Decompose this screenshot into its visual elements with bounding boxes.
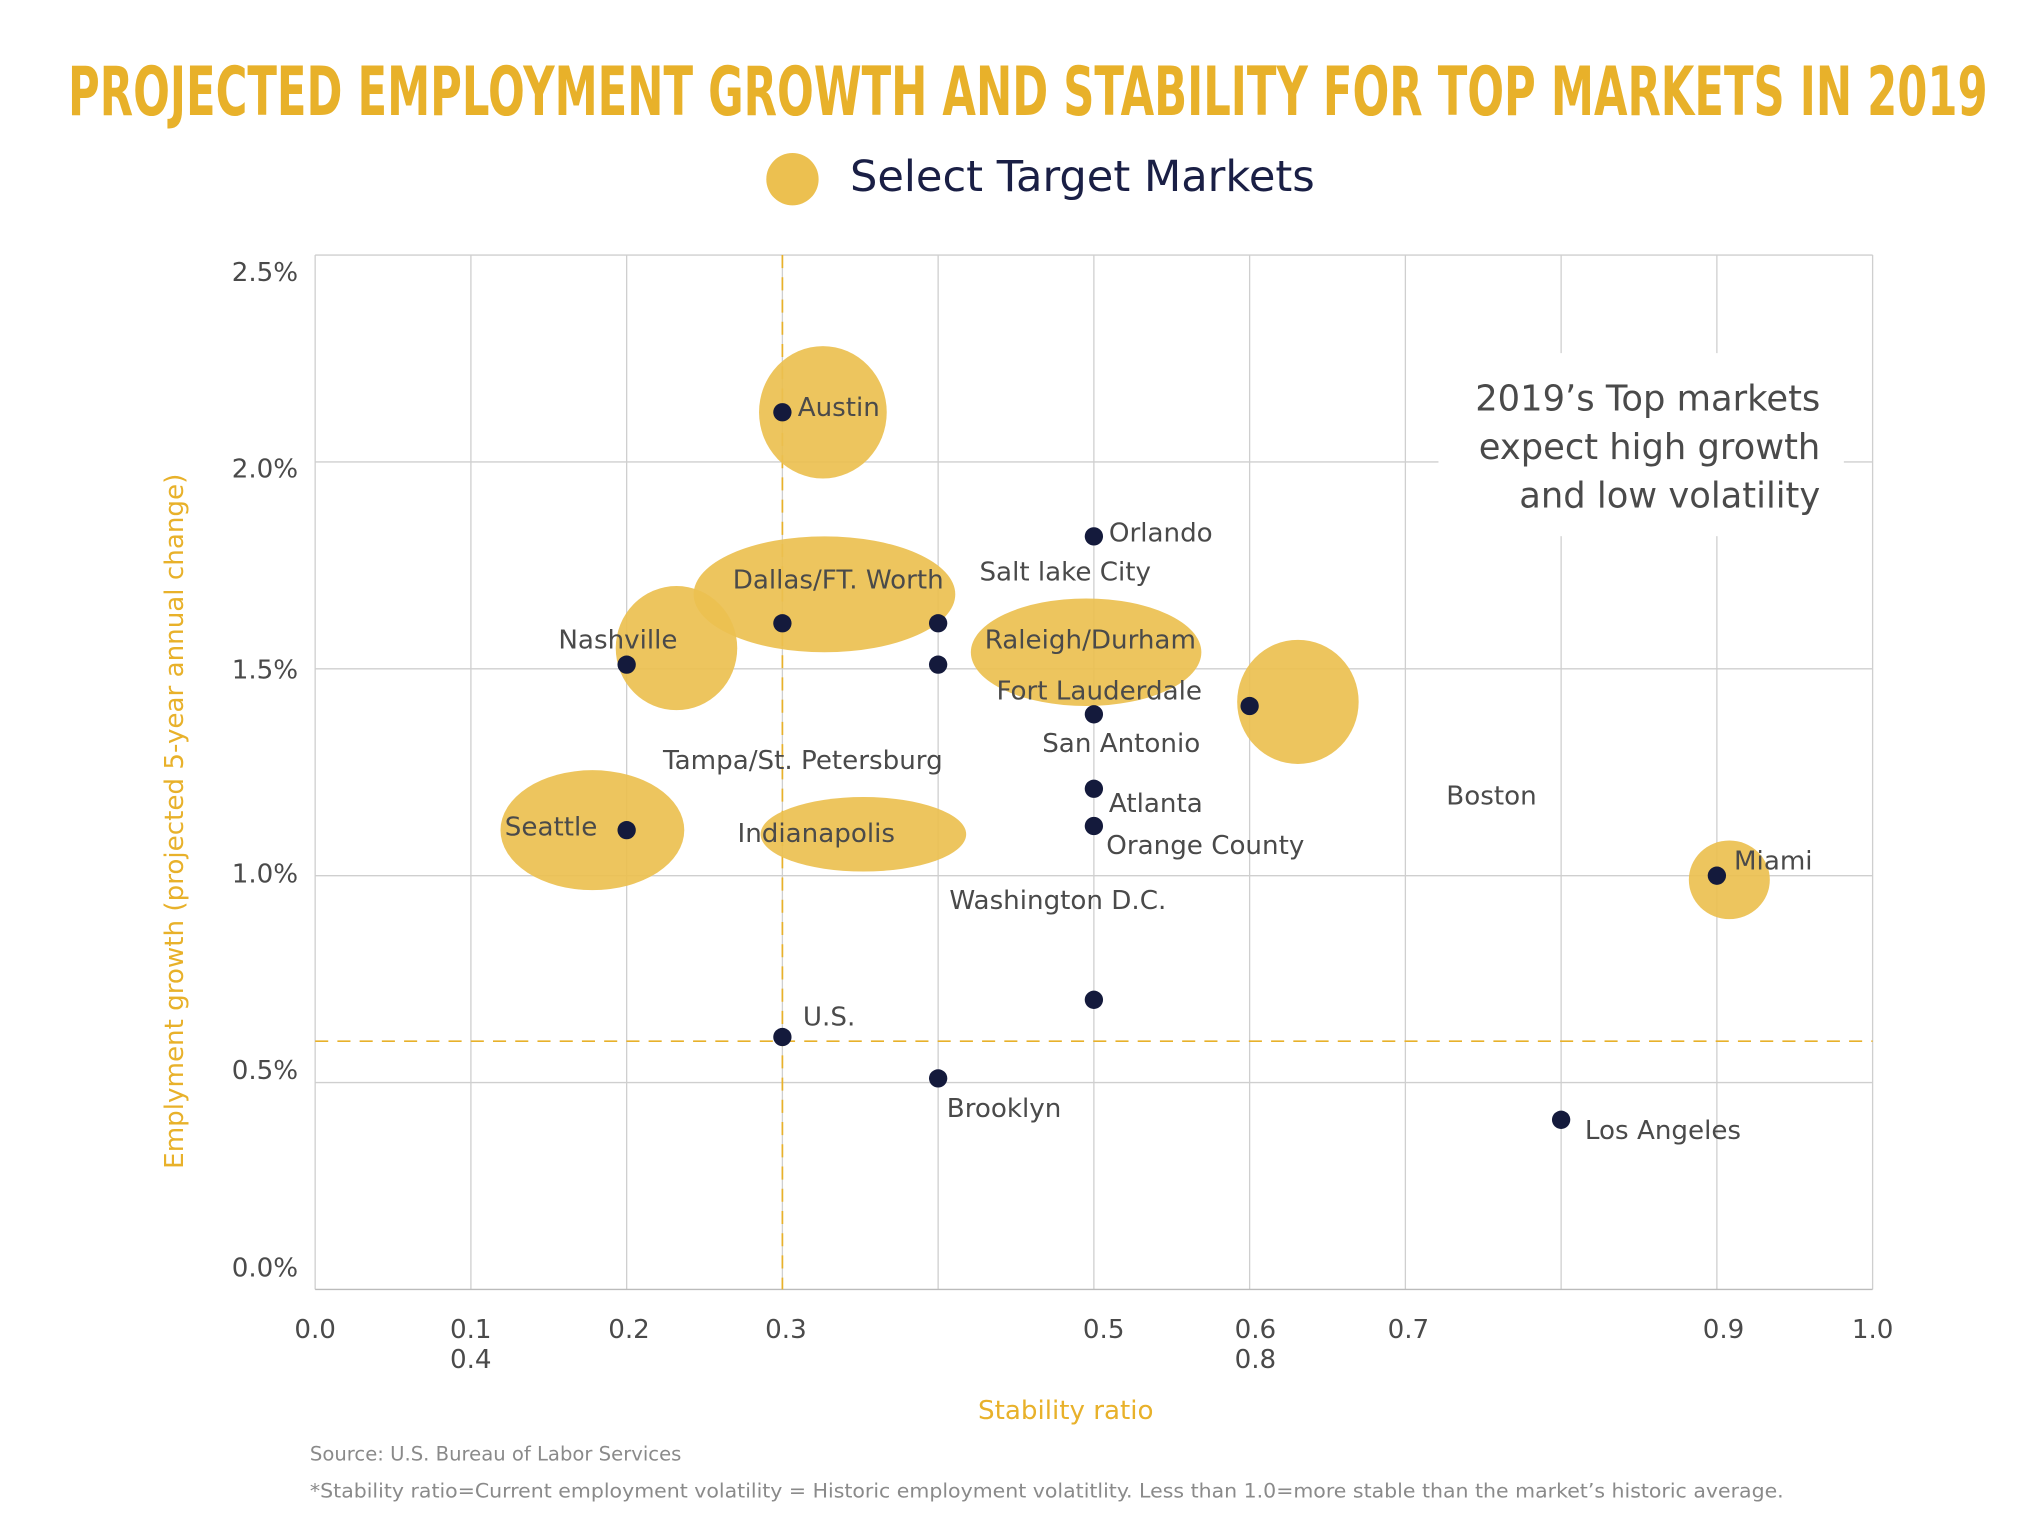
point-label: Orange County <box>1106 831 1304 861</box>
source-note: Source: U.S. Bureau of Labor Services <box>310 1443 681 1466</box>
annotation-line: expect high growth <box>1479 427 1821 468</box>
point-label: Fort Lauderdale <box>996 677 1201 707</box>
bubble <box>760 797 967 872</box>
data-point <box>1084 527 1104 546</box>
x-ticks: 0.0 0.10.4 0.2 0.3 0.5 0.60.8 0.7 0.9 1.0 <box>294 1315 1893 1375</box>
y-ticks: 2.5% 2.0% 1.5% 1.0% 0.5% 0.0% <box>232 258 298 1283</box>
data-point <box>1084 990 1104 1009</box>
point-label: Austin <box>798 393 880 423</box>
point-label: Salt lake City <box>979 558 1151 588</box>
point-label: Nashville <box>558 626 677 656</box>
bubble <box>693 536 956 653</box>
x-tick-label: 0.1 <box>450 1315 492 1345</box>
x-tick-label: 0.0 <box>294 1315 336 1345</box>
points <box>617 403 1727 1129</box>
x-axis-label: Stability ratio <box>978 1396 1154 1426</box>
data-point <box>773 1027 792 1047</box>
legend-label: Select Target Markets <box>850 152 1315 202</box>
point-label: Tampa/St. Petersburg <box>662 746 943 776</box>
point-label: Orlando <box>1109 518 1213 548</box>
x-tick-label: 0.7 <box>1388 1315 1430 1345</box>
point-labels: Austin Dallas/FT. Worth Salt lake City Nash… <box>505 393 1813 1146</box>
point-label: Brooklyn <box>947 1094 1062 1124</box>
x-tick-label: 0.3 <box>765 1315 807 1345</box>
data-point <box>773 403 792 422</box>
y-tick-label: 0.5% <box>232 1056 298 1086</box>
bubble <box>759 346 887 479</box>
x-tick-label: 0.8 <box>1235 1345 1277 1375</box>
point-label: Los Angeles <box>1585 1116 1741 1146</box>
x-tick-label: 1.0 <box>1852 1315 1894 1345</box>
x-tick-label: 0.5 <box>1083 1315 1125 1345</box>
data-point <box>928 614 948 633</box>
y-tick-label: 0.0% <box>232 1253 298 1283</box>
footnote: *Stability ratio=Current employment vola… <box>310 1479 1784 1502</box>
point-label: Indianapolis <box>738 819 895 849</box>
y-tick-label: 2.5% <box>232 258 298 288</box>
point-label: U.S. <box>803 1002 855 1032</box>
data-point <box>1084 816 1104 836</box>
x-tick-label: 0.2 <box>608 1315 650 1345</box>
reference-lines <box>315 255 1873 1290</box>
point-label: Raleigh/Durham <box>985 626 1196 656</box>
point-label: Dallas/FT. Worth <box>733 566 944 596</box>
point-label: Atlanta <box>1109 789 1203 819</box>
bubble <box>1237 639 1359 764</box>
annotation-line: 2019’s Top markets <box>1475 379 1820 420</box>
annotation-background <box>1438 353 1844 537</box>
data-point <box>1551 1110 1571 1129</box>
chart-title: PROJECTED EMPLOYMENT GROWTH AND STABILIT… <box>68 53 1988 132</box>
bubble <box>970 598 1202 707</box>
data-point <box>1084 779 1104 798</box>
x-tick-label: 0.6 <box>1235 1315 1277 1345</box>
bubbles <box>500 346 1770 920</box>
y-tick-label: 2.0% <box>232 454 298 484</box>
bubble <box>1688 840 1770 920</box>
data-point <box>1240 696 1259 716</box>
data-point <box>617 821 636 840</box>
point-label: Washington D.C. <box>949 886 1166 916</box>
data-point <box>1707 866 1727 885</box>
data-point <box>928 1069 948 1088</box>
y-tick-label: 1.5% <box>232 656 298 686</box>
point-label: Seattle <box>505 813 598 843</box>
point-label: Miami <box>1734 847 1813 877</box>
bubble <box>500 770 685 891</box>
legend-marker <box>766 153 819 206</box>
data-point <box>1084 705 1104 724</box>
y-axis-label: Emplyment growth (projected 5-year annua… <box>160 474 190 1169</box>
point-label: San Antonio <box>1042 729 1200 759</box>
x-tick-label: 0.4 <box>450 1345 492 1375</box>
annotation-line: and low volatility <box>1519 475 1820 516</box>
data-point <box>773 614 792 633</box>
x-tick-label: 0.9 <box>1703 1315 1745 1345</box>
bubble <box>615 586 738 711</box>
data-point <box>928 655 948 674</box>
y-tick-label: 1.0% <box>232 860 298 890</box>
data-point <box>617 655 636 674</box>
annotation: 2019’s Top markets expect high growth and … <box>1438 353 1844 537</box>
point-label: Boston <box>1446 781 1536 811</box>
